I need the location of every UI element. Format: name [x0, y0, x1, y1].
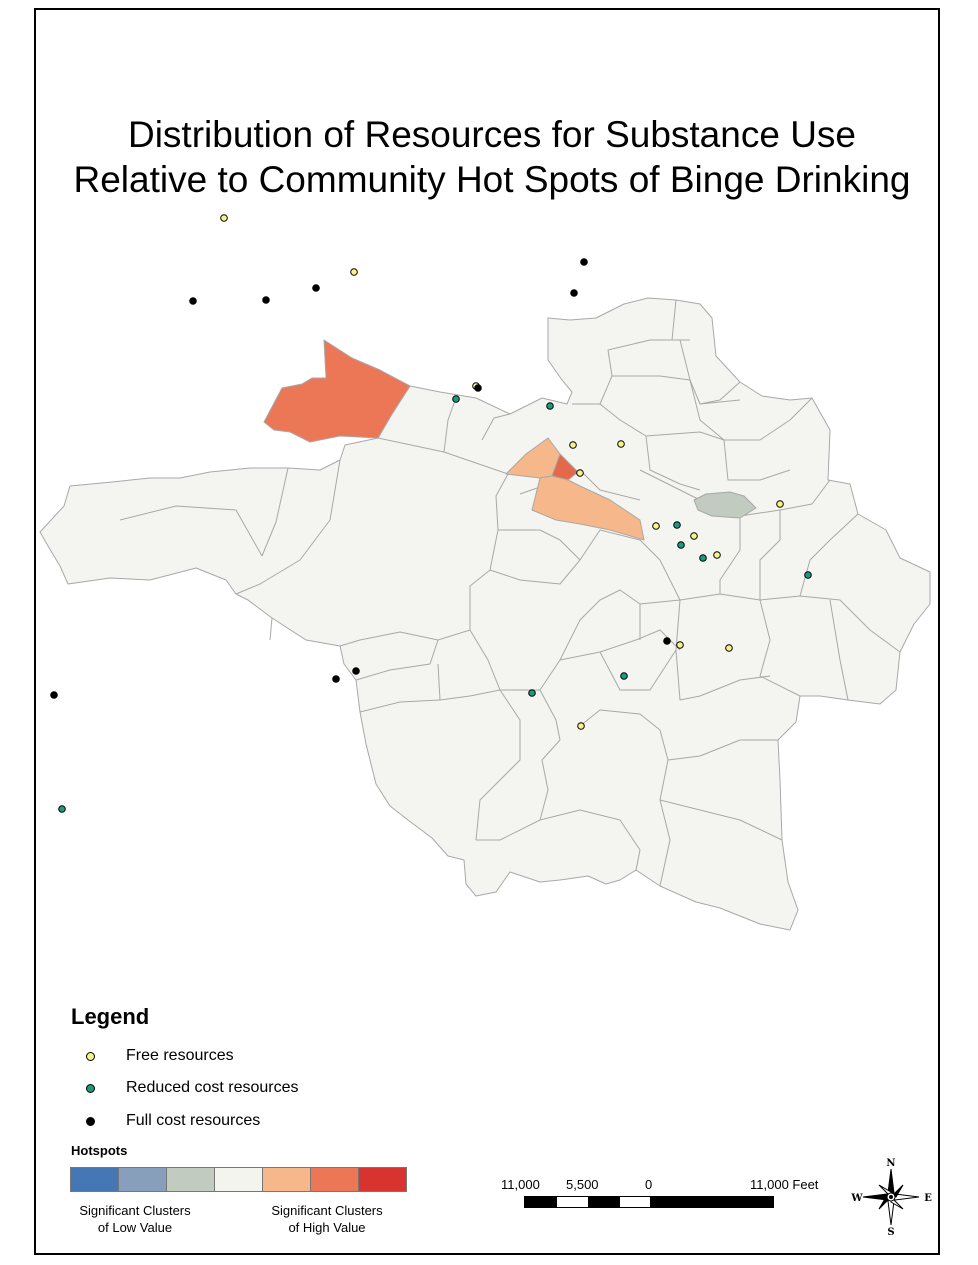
ramp-label-high: Significant Clusters of High Value	[252, 1202, 402, 1236]
free-resource-marker[interactable]	[617, 440, 625, 448]
full-resource-marker[interactable]	[312, 284, 320, 292]
free-resource-marker[interactable]	[577, 722, 585, 730]
compass-n: N	[886, 1158, 895, 1169]
reduced-resource-marker[interactable]	[528, 689, 536, 697]
scale-label-zero: 0	[645, 1177, 653, 1192]
ramp-label-high-line-1: Significant Clusters	[271, 1203, 383, 1218]
full-resource-marker[interactable]	[663, 637, 671, 645]
reduced-resource-marker[interactable]	[699, 554, 707, 562]
scale-label-right: 11,000 Feet	[750, 1177, 819, 1192]
hotspots-title: Hotspots	[71, 1143, 128, 1158]
legend-item-full: Full cost resources	[86, 1111, 260, 1131]
map-frame	[34, 8, 940, 1255]
reduced-resource-marker[interactable]	[677, 541, 685, 549]
legend-item-free: Free resources	[86, 1046, 234, 1066]
compass-s: S	[887, 1227, 894, 1238]
ramp-swatch	[119, 1168, 167, 1191]
map-title-line-2: Relative to Community Hot Spots of Binge…	[73, 159, 911, 200]
reduced-resource-marker[interactable]	[673, 521, 681, 529]
full-resource-marker-icon	[86, 1116, 95, 1126]
reduced-resource-marker[interactable]	[452, 395, 460, 403]
scale-label-left: 11,000	[501, 1177, 540, 1192]
free-resource-marker[interactable]	[576, 469, 584, 477]
map-title: Distribution of Resources for Substance …	[40, 112, 944, 202]
free-resource-marker[interactable]	[776, 500, 784, 508]
scale-segment	[525, 1197, 557, 1207]
free-resource-marker[interactable]	[350, 268, 358, 276]
scale-segment	[650, 1197, 773, 1207]
ramp-swatch	[359, 1168, 406, 1191]
free-resource-marker-icon	[86, 1051, 95, 1061]
free-resource-marker[interactable]	[652, 522, 660, 530]
full-resource-marker[interactable]	[50, 691, 58, 699]
legend-title: Legend	[71, 1004, 150, 1029]
free-resource-marker[interactable]	[725, 644, 733, 652]
legend-label-reduced: Reduced cost resources	[126, 1079, 299, 1096]
free-resource-marker[interactable]	[713, 551, 721, 559]
full-resource-marker[interactable]	[262, 296, 270, 304]
legend-item-reduced: Reduced cost resources	[86, 1078, 299, 1098]
full-resource-marker[interactable]	[570, 289, 578, 297]
reduced-resource-marker[interactable]	[58, 805, 66, 813]
ramp-label-high-line-2: of High Value	[288, 1220, 366, 1235]
ramp-swatch	[167, 1168, 215, 1191]
free-resource-marker[interactable]	[220, 214, 228, 222]
full-resource-marker[interactable]	[332, 675, 340, 683]
hotspot-color-ramp	[70, 1167, 407, 1192]
compass-e: E	[924, 1193, 932, 1204]
reduced-resource-marker[interactable]	[546, 402, 554, 410]
compass-rose-icon: N S E W	[851, 1158, 932, 1238]
reduced-resource-marker-icon	[86, 1083, 95, 1093]
full-resource-marker[interactable]	[352, 667, 360, 675]
scale-bar	[524, 1196, 774, 1208]
ramp-swatch	[263, 1168, 311, 1191]
map-title-line-1: Distribution of Resources for Substance …	[127, 114, 856, 155]
city-boundary	[39, 297, 931, 931]
hotspot-tract-northwest	[263, 339, 411, 443]
legend-label-full: Full cost resources	[126, 1112, 261, 1129]
free-resource-marker[interactable]	[569, 441, 577, 449]
scale-segment	[588, 1197, 620, 1207]
reduced-resource-marker[interactable]	[620, 672, 628, 680]
full-resource-marker[interactable]	[580, 258, 588, 266]
scale-segment	[557, 1197, 588, 1207]
ramp-label-low: Significant Clusters of Low Value	[60, 1202, 210, 1236]
free-resource-marker[interactable]	[676, 641, 684, 649]
ramp-swatch	[311, 1168, 359, 1191]
ramp-swatch	[71, 1168, 119, 1191]
ramp-swatch	[215, 1168, 263, 1191]
scale-label-mid: 5,500	[566, 1177, 599, 1192]
full-resource-marker[interactable]	[474, 384, 482, 392]
ramp-label-low-line-1: Significant Clusters	[79, 1203, 191, 1218]
free-resource-marker[interactable]	[690, 532, 698, 540]
reduced-resource-marker[interactable]	[804, 571, 812, 579]
legend-label-free: Free resources	[126, 1047, 234, 1064]
hotspot-tract-light-south	[531, 475, 645, 541]
scale-segment	[620, 1197, 650, 1207]
coldspot-tract	[693, 491, 757, 519]
full-resource-marker[interactable]	[189, 297, 197, 305]
ramp-label-low-line-2: of Low Value	[97, 1220, 173, 1235]
compass-w: W	[851, 1193, 863, 1204]
